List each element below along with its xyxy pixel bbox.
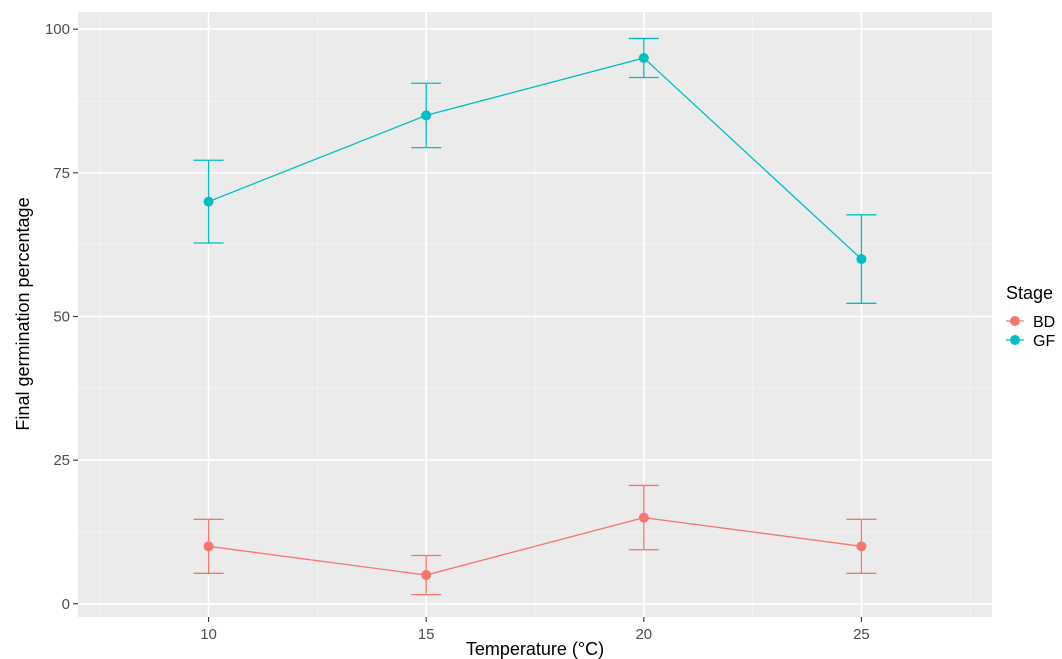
- legend-item-gf: GF: [1006, 333, 1055, 350]
- data-point-gf: [638, 52, 649, 63]
- x-tick-label: 10: [200, 626, 217, 643]
- y-axis-title: Final germination percentage: [13, 197, 33, 430]
- data-point-gf: [203, 196, 214, 207]
- data-point-gf: [856, 254, 867, 265]
- y-tick-label: 25: [53, 452, 70, 469]
- series-line-bd: [208, 516, 862, 576]
- data-point-bd: [856, 541, 867, 552]
- legend-title: Stage: [1006, 283, 1053, 303]
- y-axis-ticks: 0 25 50 75 100: [45, 21, 78, 613]
- data-point-bd: [203, 541, 214, 552]
- grid-minor: [78, 12, 992, 617]
- x-tick-label: 20: [635, 626, 652, 643]
- legend: Stage BD GF: [1006, 283, 1055, 350]
- x-tick-label: 25: [853, 626, 870, 643]
- data-point-bd: [638, 512, 649, 523]
- x-axis-title: Temperature (°C): [466, 639, 604, 659]
- y-tick-label: 0: [62, 596, 70, 613]
- series-line-gf: [208, 57, 862, 260]
- data-point-gf: [421, 110, 432, 121]
- y-tick-label: 50: [53, 309, 70, 326]
- x-tick-label: 15: [418, 626, 435, 643]
- y-tick-label: 100: [45, 21, 70, 38]
- x-axis-ticks: 10 15 20 25: [200, 617, 870, 643]
- legend-item-bd: BD: [1006, 314, 1055, 331]
- legend-key-point: [1010, 335, 1020, 345]
- y-tick-label: 75: [53, 165, 70, 182]
- legend-key-point: [1010, 316, 1020, 326]
- legend-label-gf: GF: [1033, 333, 1055, 350]
- series-gf: [193, 37, 877, 304]
- data-point-bd: [421, 570, 432, 581]
- series-bd: [193, 484, 877, 596]
- legend-label-bd: BD: [1033, 314, 1055, 331]
- series-layer: [193, 37, 877, 596]
